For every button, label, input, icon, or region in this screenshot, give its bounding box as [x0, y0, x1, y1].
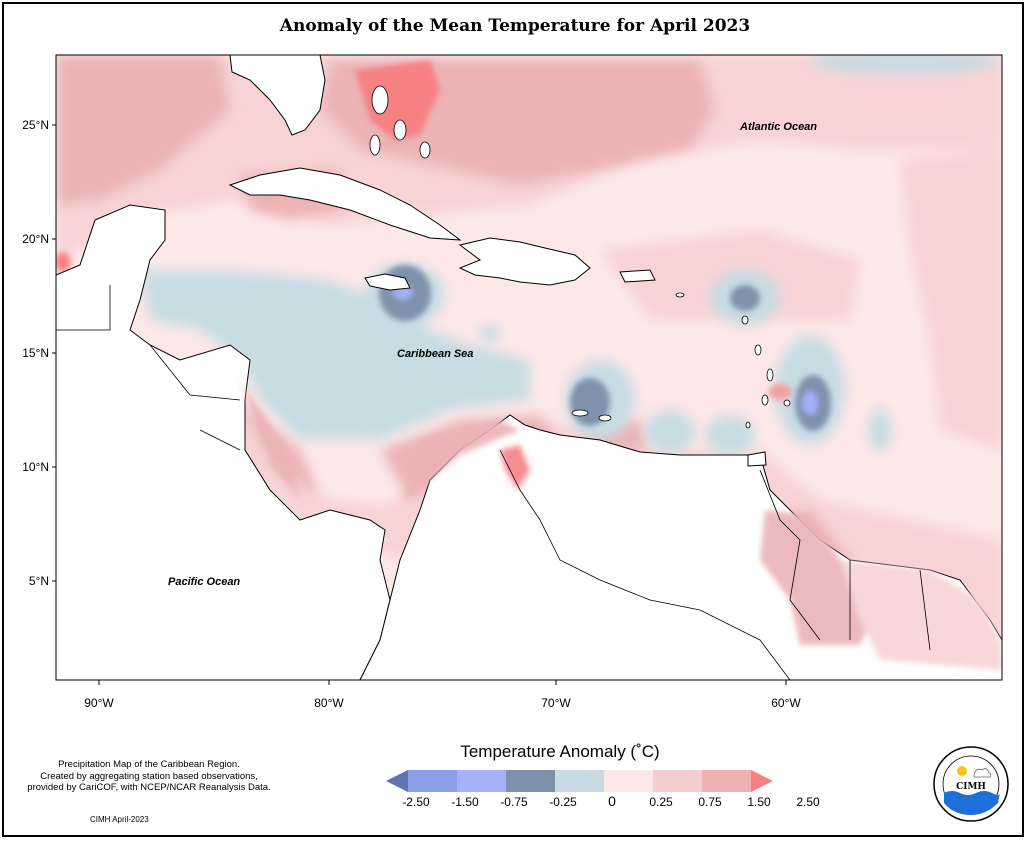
cloud-icon — [973, 768, 992, 778]
warm-east — [900, 150, 1002, 450]
lat-label: 15°N — [22, 346, 49, 360]
map-border — [55, 54, 1003, 681]
legend-tick-label: -2.50 — [402, 795, 430, 809]
legend-ticks: -2.50 -1.50 -0.75 -0.25 0 0.25 0.75 1.50 2.50 — [402, 793, 820, 809]
label-pacific-ocean: Pacific Ocean — [168, 576, 240, 588]
note-line: provided by CariCOF, with NCEP/NCAR Rean… — [27, 782, 271, 793]
cimh-logo: CIMH — [933, 746, 1009, 822]
label-caribbean-sea: Caribbean Sea — [397, 348, 473, 360]
land-hispaniola — [458, 237, 591, 286]
map-title: Anomaly of the Mean Temperature for Apri… — [279, 16, 751, 36]
land-anomaly-colombia — [405, 420, 520, 500]
warm-core-gulf — [56, 55, 230, 205]
island-curacao — [571, 409, 589, 417]
legend-title: Temperature Anomaly (˚C) — [460, 742, 660, 761]
island-martinique — [766, 368, 774, 382]
cool-core-leewards — [730, 285, 760, 311]
legend-swatch — [702, 770, 751, 792]
cool-east-small — [868, 408, 892, 452]
label-atlantic-ocean: Atlantic Ocean — [739, 121, 817, 133]
island-andros — [369, 134, 381, 156]
island-bahamas-2 — [393, 119, 407, 141]
lat-label: 25°N — [22, 118, 49, 132]
logo-text: CIMH — [956, 782, 986, 792]
note-line: Created by aggregating station based obs… — [40, 770, 258, 782]
lat-label: 5°N — [29, 574, 49, 588]
waves-icon — [944, 791, 1000, 815]
hot-spot-yucatan — [56, 252, 71, 272]
legend-swatches — [386, 770, 773, 792]
land-florida — [229, 55, 326, 136]
legend-tick-label: -1.50 — [451, 795, 479, 809]
border-nicaragua — [199, 429, 241, 451]
legend-swatch — [653, 770, 702, 792]
island-antigua — [741, 315, 749, 325]
island-virgin-islands — [675, 292, 685, 298]
lat-label: 20°N — [22, 232, 49, 246]
note-line: Precipitation Map of the Caribbean Regio… — [58, 759, 240, 770]
border-honduras — [149, 344, 241, 401]
land-puerto-rico — [619, 269, 656, 283]
cool-venezuela-north — [645, 410, 695, 454]
land-anomaly-maracaibo — [500, 445, 530, 490]
legend-tick-label: 0.75 — [698, 795, 722, 809]
border-mexico-guatemala — [56, 285, 111, 331]
legend-swatch — [408, 770, 457, 792]
land-cuba — [228, 167, 462, 241]
island-guadeloupe — [754, 344, 762, 356]
border-venezuela-guyana — [759, 469, 821, 641]
island-barbados — [783, 399, 791, 407]
island-bahamas-1 — [371, 85, 389, 115]
cool-band-caribbean — [140, 270, 530, 440]
small-islands — [369, 85, 791, 429]
legend-swatch — [457, 770, 506, 792]
cold-spot-barbados — [802, 391, 818, 415]
legend-colorbar: -2.50 -1.50 -0.75 -0.25 0 0.25 0.75 1.50 2.50 — [386, 770, 820, 809]
legend-high-arrow — [751, 770, 773, 792]
latitude-axis: 25°N 20°N 15°N 10°N 5°N — [22, 118, 56, 588]
legend-tick-label: 0.25 — [649, 795, 673, 809]
cool-grenada — [705, 415, 755, 455]
legend-swatch — [555, 770, 604, 792]
land-trinidad — [747, 451, 767, 467]
island-bahamas-3 — [419, 141, 431, 159]
method-note: Precipitation Map of the Caribbean Regio… — [4, 759, 294, 794]
lon-label: 70°W — [541, 696, 571, 710]
land-anomaly-honduras — [240, 380, 300, 500]
border-suriname-guiana — [919, 569, 931, 651]
borders — [56, 285, 931, 680]
island-st-lucia — [761, 394, 769, 406]
legend-tick-label: -0.75 — [500, 795, 528, 809]
legend-tick-label: -0.25 — [549, 795, 577, 809]
land-central-america — [56, 204, 391, 680]
land-anomaly-suriname — [840, 560, 1002, 670]
legend-low-arrow — [386, 770, 408, 792]
legend-tick-label: 0 — [608, 793, 616, 809]
anomaly-field — [56, 55, 1002, 680]
sun-icon — [957, 766, 967, 776]
credit-text: CIMH April-2023 — [90, 815, 149, 824]
cool-northeast — [810, 55, 1000, 74]
lon-label: 80°W — [314, 696, 344, 710]
lon-label: 90°W — [84, 696, 114, 710]
legend-swatch — [506, 770, 555, 792]
legend-tick-label: 2.50 — [796, 795, 820, 809]
island-grenada — [745, 421, 751, 429]
warm-spot-martinique — [768, 384, 792, 400]
island-bonaire — [598, 414, 612, 422]
lat-label: 10°N — [22, 460, 49, 474]
border-colombia-venezuela — [499, 449, 791, 680]
cool-spot — [480, 324, 500, 342]
lon-label: 60°W — [771, 696, 801, 710]
legend-tick-label: 1.50 — [747, 795, 771, 809]
legend-swatch — [604, 770, 653, 792]
land-jamaica — [364, 273, 411, 291]
longitude-axis: 90°W 80°W 70°W 60°W — [84, 680, 801, 710]
hot-spot-bahamas — [355, 60, 440, 140]
